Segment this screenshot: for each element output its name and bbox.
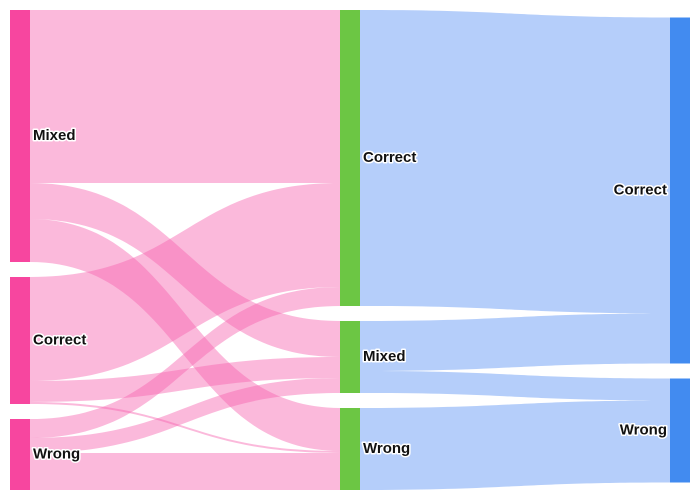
node-label: Wrong [620,421,667,438]
node [670,17,690,364]
node [10,419,30,490]
node [10,277,30,404]
node [340,10,360,306]
flow [30,287,340,438]
flow [360,400,670,490]
flow [30,183,340,357]
node-label: Mixed [33,127,76,144]
node-label: Mixed [363,348,406,365]
flow [360,371,670,401]
node [670,378,690,483]
node-label: Wrong [33,445,80,462]
links [30,10,670,490]
node-label: Correct [614,181,667,198]
node-label: Correct [33,331,86,348]
flow [30,10,340,183]
flow [30,453,340,490]
node-label: Correct [363,149,416,166]
flow [360,10,670,314]
node [340,408,360,490]
flow [30,183,340,381]
flow [30,378,340,453]
flow [360,313,670,371]
node [10,10,30,262]
flow [30,357,340,402]
flow [30,402,340,453]
node [340,321,360,393]
node-label: Wrong [363,440,410,457]
flow [30,219,340,451]
